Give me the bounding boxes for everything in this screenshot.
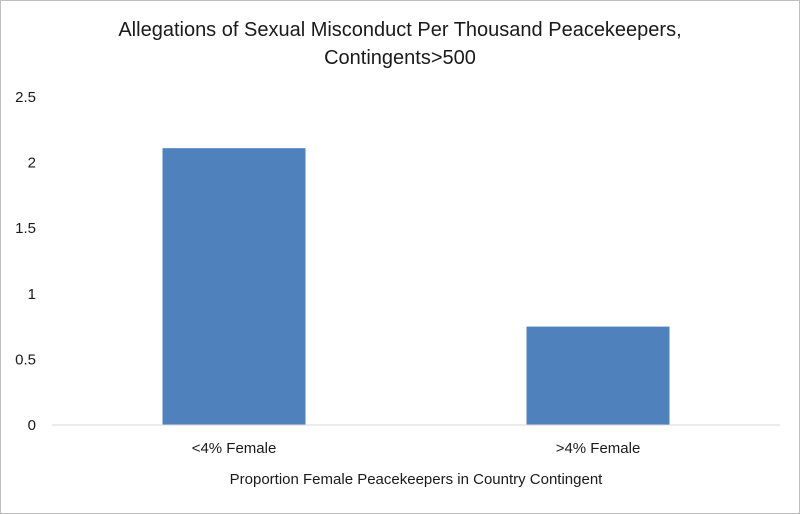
bar <box>162 148 306 425</box>
x-category-label: <4% Female <box>192 440 277 457</box>
x-axis-category-labels: <4% Female >4% Female <box>192 440 641 457</box>
y-tick-label: 2 <box>28 155 36 172</box>
x-axis-title: Proportion Female Peacekeepers in Countr… <box>230 471 604 488</box>
x-category-label: >4% Female <box>556 440 641 457</box>
chart-title: Allegations of Sexual Misconduct Per Tho… <box>118 19 682 69</box>
y-axis-ticks: 0 0.5 1 1.5 2 2.5 <box>15 89 36 434</box>
y-tick-label: 0 <box>28 417 36 434</box>
y-tick-label: 1 <box>28 286 36 303</box>
y-tick-label: 0.5 <box>15 351 36 368</box>
bar <box>526 326 670 425</box>
bars <box>162 148 670 425</box>
y-tick-label: 2.5 <box>15 89 36 106</box>
y-tick-label: 1.5 <box>15 220 36 237</box>
